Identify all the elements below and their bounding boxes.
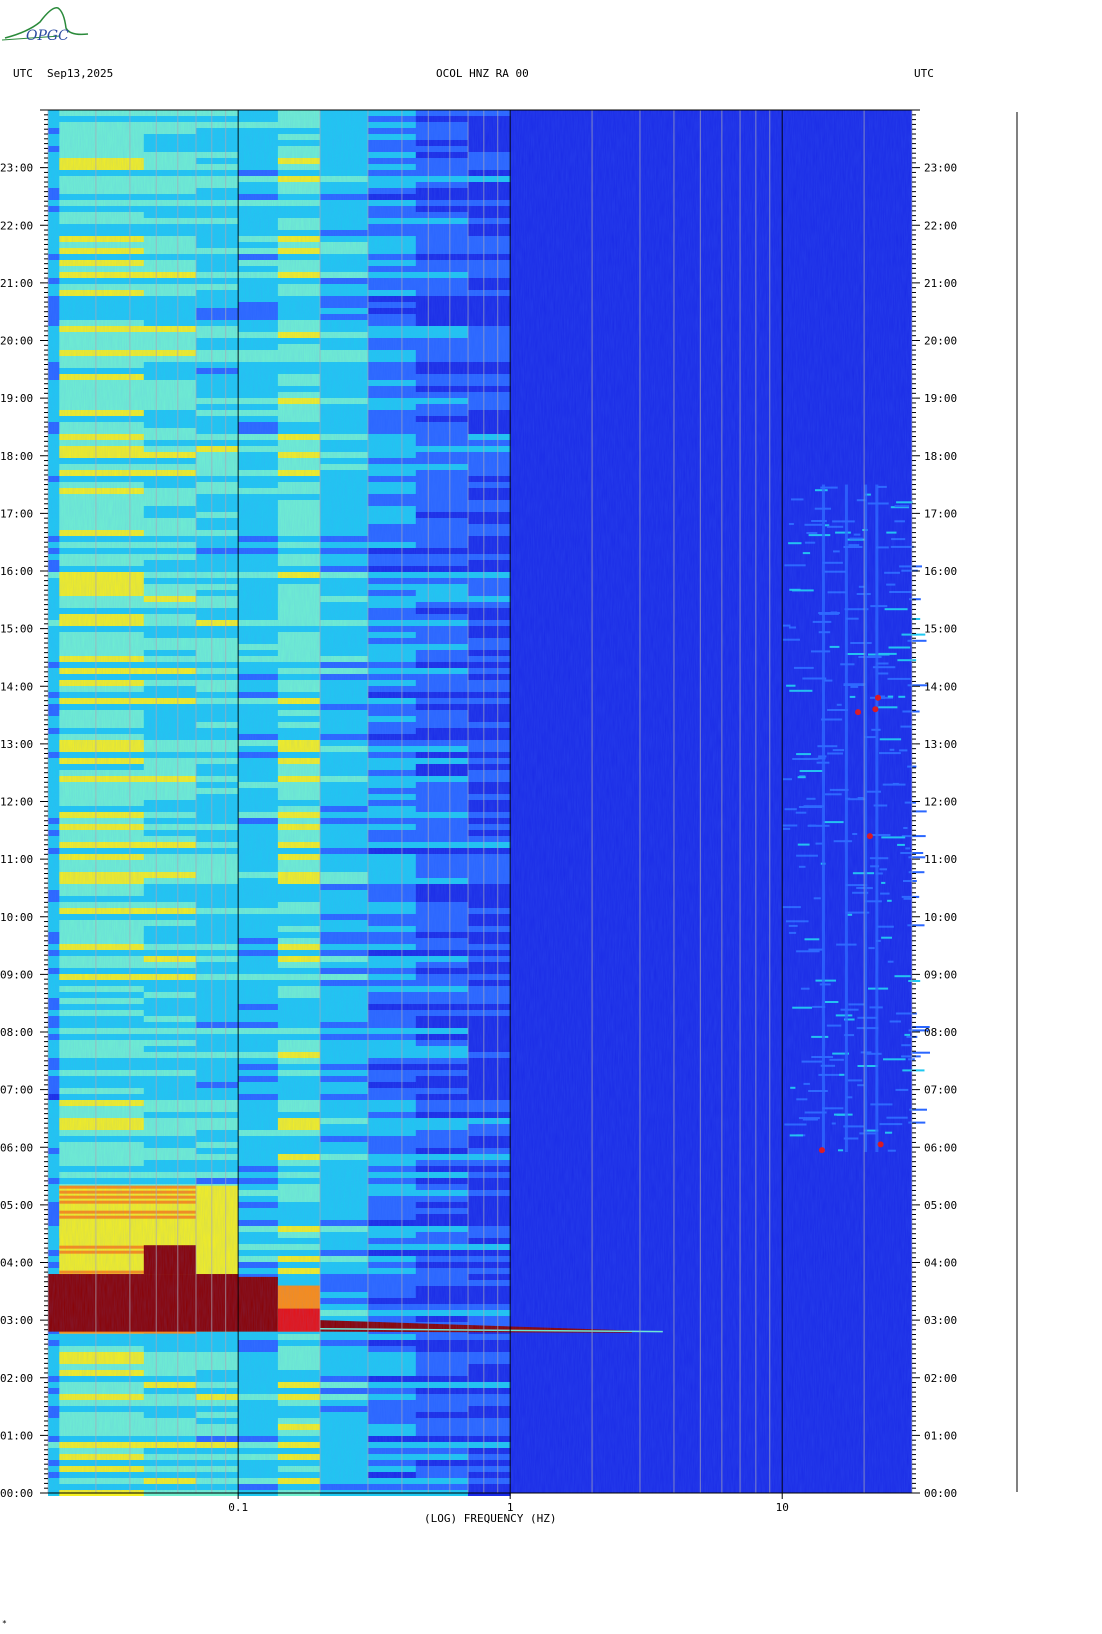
y-tick-label-right: 19:00 (924, 392, 957, 405)
y-tick-label-left: 14:00 (0, 680, 33, 693)
y-tick-label-right: 13:00 (924, 738, 957, 751)
x-axis-title: (LOG) FREQUENCY (HZ) (424, 1512, 557, 1525)
y-tick-label-left: 11:00 (0, 853, 33, 866)
left-timezone-label: UTC (13, 67, 33, 80)
y-tick-label-right: 17:00 (924, 507, 957, 520)
y-tick-label-left: 03:00 (0, 1314, 33, 1327)
y-tick-label-right: 00:00 (924, 1487, 957, 1500)
y-tick-label-left: 06:00 (0, 1141, 33, 1154)
y-tick-label-right: 09:00 (924, 968, 957, 981)
y-tick-label-right: 04:00 (924, 1257, 957, 1270)
y-tick-label-left: 04:00 (0, 1257, 33, 1270)
y-tick-label-right: 14:00 (924, 680, 957, 693)
y-tick-label-left: 19:00 (0, 392, 33, 405)
y-tick-label-left: 20:00 (0, 335, 33, 348)
y-tick-label-right: 11:00 (924, 853, 957, 866)
y-tick-label-left: 01:00 (0, 1429, 33, 1442)
y-tick-label-right: 05:00 (924, 1199, 957, 1212)
y-tick-label-left: 23:00 (0, 162, 33, 175)
y-tick-label-left: 17:00 (0, 507, 33, 520)
y-tick-label-right: 02:00 (924, 1372, 957, 1385)
date-label: Sep13,2025 (47, 67, 114, 80)
y-tick-label-left: 15:00 (0, 623, 33, 636)
y-tick-label-right: 08:00 (924, 1026, 957, 1039)
y-tick-label-right: 12:00 (924, 796, 957, 809)
y-tick-label-right: 20:00 (924, 335, 957, 348)
y-tick-label-left: 00:00 (0, 1487, 33, 1500)
y-tick-label-left: 16:00 (0, 565, 33, 578)
station-title: OCOL HNZ RA 00 (436, 67, 529, 80)
y-tick-label-left: 07:00 (0, 1084, 33, 1097)
y-tick-label-left: 21:00 (0, 277, 33, 290)
y-tick-label-left: 05:00 (0, 1199, 33, 1212)
axes: 00:00 00:00 01:00 01:00 02:00 02:00 03:00 03:00… (0, 109, 957, 1514)
y-tick-label-left: 22:00 (0, 219, 33, 232)
y-tick-label-left: 18:00 (0, 450, 33, 463)
y-tick-label-right: 06:00 (924, 1141, 957, 1154)
y-tick-label-left: 10:00 (0, 911, 33, 924)
frequency-grid (47, 110, 913, 1493)
y-tick-label-right: 18:00 (924, 450, 957, 463)
x-tick-label: 1 (507, 1501, 514, 1514)
y-tick-label-left: 08:00 (0, 1026, 33, 1039)
corner-mark: * (2, 1619, 7, 1628)
y-tick-label-right: 22:00 (924, 219, 957, 232)
y-tick-label-right: 23:00 (924, 162, 957, 175)
y-tick-label-left: 12:00 (0, 796, 33, 809)
svg-text:OPGC: OPGC (26, 28, 69, 44)
y-tick-label-right: 21:00 (924, 277, 957, 290)
y-tick-label-right: 16:00 (924, 565, 957, 578)
opgc-logo: OPGC (1, 7, 89, 44)
y-tick-label-right: 15:00 (924, 623, 957, 636)
y-tick-label-right: 10:00 (924, 911, 957, 924)
x-tick-label: 10 (776, 1501, 789, 1514)
y-tick-label-left: 13:00 (0, 738, 33, 751)
y-tick-label-left: 02:00 (0, 1372, 33, 1385)
y-tick-label-left: 09:00 (0, 968, 33, 981)
y-tick-label-right: 07:00 (924, 1084, 957, 1097)
y-tick-label-right: 01:00 (924, 1429, 957, 1442)
x-tick-label: 0.1 (228, 1501, 248, 1514)
right-timezone-label: UTC (914, 67, 934, 80)
y-tick-label-right: 03:00 (924, 1314, 957, 1327)
noise-texture (48, 110, 912, 1493)
